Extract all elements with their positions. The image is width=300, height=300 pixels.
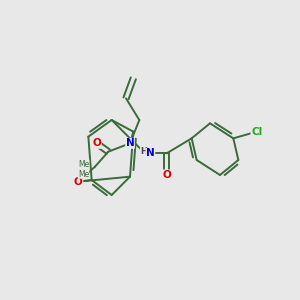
Text: N: N: [146, 148, 155, 158]
Text: H: H: [140, 147, 147, 156]
Text: O: O: [162, 170, 171, 180]
Text: Me: Me: [78, 170, 89, 179]
Text: N: N: [126, 138, 134, 148]
Text: O: O: [92, 138, 101, 148]
Text: Cl: Cl: [251, 127, 262, 137]
Text: O: O: [74, 177, 83, 187]
Text: Me: Me: [78, 160, 89, 169]
